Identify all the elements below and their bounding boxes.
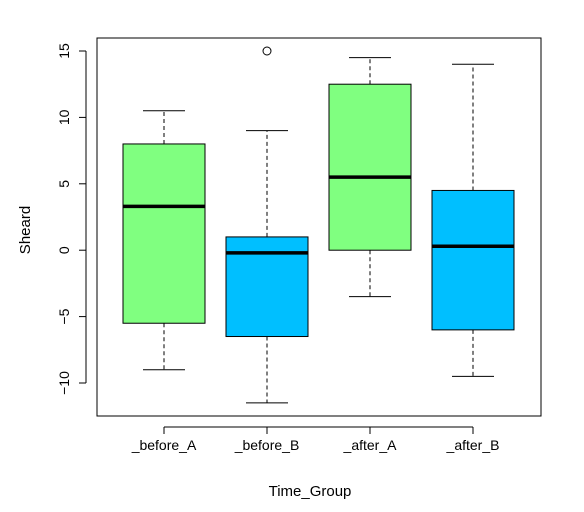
y-tick-label: −5 xyxy=(56,308,72,324)
iqr-box xyxy=(328,83,412,251)
x-tick-label: _after_A xyxy=(343,437,398,453)
iqr-box xyxy=(431,189,515,331)
y-tick-label: 0 xyxy=(56,246,72,254)
y-axis-title: Sheard xyxy=(17,206,34,254)
x-tick-label: _before_B xyxy=(234,437,300,453)
box-group-after-A xyxy=(328,57,412,298)
x-axis-title: Time_Group xyxy=(269,483,352,500)
box-group-before-B xyxy=(225,46,309,404)
box-group-after-B xyxy=(431,63,515,377)
iqr-box xyxy=(122,143,206,324)
x-tick-label: _before_A xyxy=(131,437,197,453)
y-tick-label: 15 xyxy=(56,43,72,59)
outlier-point xyxy=(262,46,272,56)
y-tick-label: 10 xyxy=(56,109,72,125)
plot-frame xyxy=(96,37,542,417)
y-tick-label: 5 xyxy=(56,180,72,188)
y-tick-label: −10 xyxy=(56,371,72,395)
box-group-before-A xyxy=(122,110,206,371)
x-tick-label: _after_B xyxy=(446,437,500,453)
axis-layer: −10 −5 0 5 10 15 _before_A _before_B _after_A _af… xyxy=(56,43,499,453)
plot-layer xyxy=(122,46,515,404)
